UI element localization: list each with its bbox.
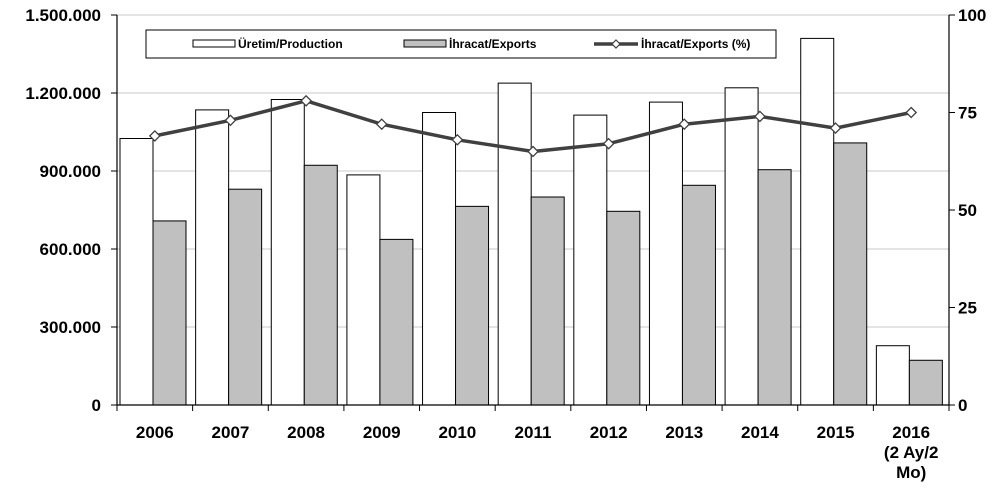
percentage-line-group — [148, 94, 918, 158]
x-axis-tick-label: 2016 (2 Ay/2 Mo) — [884, 423, 939, 482]
legend: Üretim/Production İhracat/Exports İhracat/… — [145, 29, 777, 59]
right-axis-tick-label: 25 — [958, 299, 977, 318]
percentage-marker — [224, 114, 237, 127]
bar-exports — [530, 196, 565, 406]
percentage-marker — [451, 133, 464, 146]
bar-production — [497, 82, 532, 406]
bar-production — [346, 174, 381, 406]
bar-production — [422, 112, 457, 406]
bar-exports — [606, 210, 641, 406]
bar-production — [800, 37, 835, 406]
percentage-marker — [678, 118, 691, 131]
left-axis-tick-label: 0 — [92, 396, 101, 415]
left-axis-tick-label: 300.000 — [40, 318, 101, 337]
x-axis-tick-label: 2009 — [363, 423, 401, 442]
legend-label-percentage: İhracat/Exports (%) — [641, 36, 750, 51]
left-axis-tick-label: 900.000 — [40, 162, 101, 181]
x-axis-tick-label: 2014 — [741, 423, 779, 442]
bar-production — [724, 87, 759, 406]
bar-exports — [152, 220, 187, 406]
right-axis-tick-label: 0 — [958, 396, 967, 415]
percentage-marker — [602, 137, 615, 150]
right-axis-tick-label: 50 — [958, 201, 977, 220]
bar-production — [573, 114, 608, 406]
percentage-marker — [829, 122, 842, 135]
x-axis-tick-label: 2011 — [515, 423, 552, 442]
left-axis-tick-label: 1.200.000 — [25, 84, 101, 103]
percentage-line — [154, 99, 912, 154]
bar-production — [119, 138, 154, 406]
axes-group: 0 300.000 600.000 900.000 1.200.000 1.500.000… — [25, 6, 986, 482]
percentage-marker — [148, 129, 161, 142]
legend-swatch-exports — [403, 39, 447, 48]
bar-exports — [681, 184, 716, 406]
bars-group — [119, 37, 943, 406]
bar-production — [875, 345, 910, 406]
bar-exports — [379, 238, 414, 406]
left-axis-tick-label: 1.500.000 — [25, 6, 101, 25]
x-axis-tick-label: 2010 — [438, 423, 476, 442]
percentage-marker — [753, 110, 766, 123]
bar-production — [195, 109, 230, 406]
percentage-marker — [300, 94, 313, 107]
right-axis-tick-label: 75 — [958, 104, 977, 123]
right-axis-tick-label: 100 — [958, 6, 986, 25]
legend-marker-percentage — [611, 39, 621, 49]
percentage-marker — [905, 106, 918, 119]
bar-exports — [303, 164, 338, 406]
legend-box — [145, 29, 777, 59]
x-axis-tick-label: 2012 — [590, 423, 628, 442]
left-axis-tick-label: 600.000 — [40, 240, 101, 259]
bar-exports — [833, 142, 868, 406]
x-axis-tick-label: 2007 — [212, 423, 250, 442]
bar-exports — [757, 169, 792, 406]
x-axis-tick-label: 2006 — [136, 423, 174, 442]
bar-exports — [455, 205, 490, 406]
bar-exports — [228, 188, 263, 406]
x-axis-tick-label: 2008 — [287, 423, 325, 442]
legend-swatch-production — [192, 39, 236, 48]
bar-exports — [908, 359, 943, 406]
bar-production — [648, 101, 683, 406]
x-axis-tick-label: 2015 — [817, 423, 855, 442]
legend-label-exports: İhracat/Exports — [449, 36, 537, 51]
legend-label-production: Üretim/Production — [238, 36, 343, 51]
x-axis-tick-label: 2013 — [665, 423, 703, 442]
bar-production — [270, 99, 305, 406]
percentage-marker — [527, 145, 539, 158]
percentage-marker — [375, 118, 388, 131]
